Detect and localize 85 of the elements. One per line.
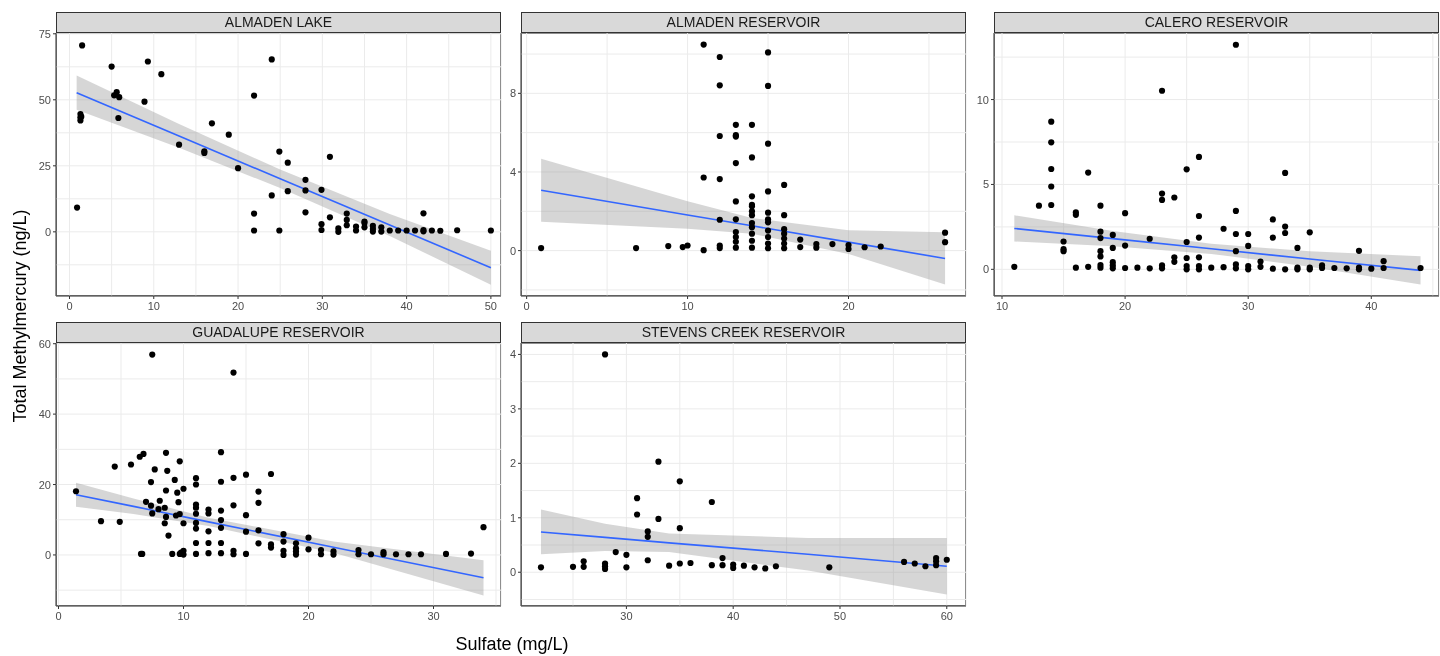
- x-tick-label: 60: [940, 610, 953, 622]
- y-tick-label: 20: [38, 478, 51, 491]
- point: [751, 564, 758, 571]
- x-tick-label: 0: [523, 300, 530, 312]
- x-tick-label: 20: [842, 300, 855, 312]
- point: [633, 495, 641, 502]
- y-tick-label: 0: [44, 548, 51, 561]
- point: [943, 556, 950, 563]
- point: [676, 525, 683, 532]
- point: [933, 562, 940, 569]
- y-tick-label: 3: [509, 402, 516, 415]
- x-tick-label: 40: [1365, 300, 1378, 312]
- y-tick-label: 75: [38, 27, 51, 40]
- point: [666, 562, 673, 569]
- line-series: [540, 189, 946, 260]
- y-tick-label: 8: [509, 87, 516, 100]
- chart-title: GUADALUPE RESERVOIR: [56, 322, 501, 343]
- point: [740, 562, 747, 569]
- x-tick-label: 40: [727, 610, 740, 622]
- x-tick-label: 20: [1118, 300, 1132, 312]
- chart-title: STEVENS CREEK RESERVOIR: [521, 322, 966, 343]
- y-tick-label: 1: [509, 511, 516, 524]
- point: [655, 515, 662, 522]
- x-tick-label: 30: [316, 300, 329, 312]
- point: [772, 563, 779, 570]
- x-tick-label: 0: [55, 610, 62, 622]
- y-tick-label: 10: [976, 93, 989, 106]
- point: [676, 560, 683, 567]
- y-tick-label: 0: [509, 244, 516, 257]
- point: [623, 564, 630, 571]
- point: [900, 558, 908, 565]
- chart-title: ALMADEN LAKE: [56, 12, 501, 33]
- point: [676, 478, 683, 485]
- x-tick-label: 0: [66, 300, 73, 312]
- line-series: [1013, 227, 1422, 272]
- x-axis-title: Sulfate (mg/L): [455, 633, 569, 655]
- line-series: [540, 531, 948, 568]
- x-tick-label: 10: [147, 300, 160, 312]
- point: [762, 565, 769, 572]
- point: [601, 351, 609, 358]
- y-tick-label: 5: [982, 178, 989, 191]
- chart-title: CALERO RESERVOIR: [994, 12, 1439, 33]
- y-tick-label: 25: [38, 159, 51, 172]
- point: [687, 559, 694, 567]
- y-tick-label: 4: [509, 348, 516, 361]
- y-tick-label: 50: [38, 93, 51, 106]
- x-tick-label: 10: [995, 300, 1009, 312]
- point: [644, 533, 651, 540]
- y-tick-label: 4: [509, 165, 516, 178]
- point: [633, 511, 641, 518]
- point: [580, 558, 587, 565]
- y-tick-label: 0: [44, 225, 51, 238]
- line-series: [75, 91, 492, 269]
- x-tick-label: 10: [681, 300, 694, 312]
- x-tick-label: 10: [177, 610, 190, 622]
- point: [708, 562, 715, 569]
- x-tick-label: 30: [620, 610, 633, 622]
- point: [612, 549, 619, 556]
- x-tick-label: 40: [400, 300, 413, 312]
- point: [826, 564, 833, 571]
- point: [644, 528, 651, 535]
- y-tick-label: 0: [509, 566, 516, 579]
- point: [655, 458, 662, 465]
- x-tick-label: 50: [484, 300, 498, 312]
- x-tick-label: 30: [1242, 300, 1255, 312]
- y-axis-title: Total Methylmercury (ng/L): [9, 209, 31, 423]
- x-tick-label: 30: [427, 610, 440, 622]
- point: [922, 563, 929, 570]
- x-tick-label: 50: [833, 610, 847, 622]
- point: [719, 555, 726, 562]
- x-tick-label: 20: [231, 300, 245, 312]
- point: [580, 563, 587, 570]
- y-tick-label: 60: [38, 337, 51, 350]
- chart-title: ALMADEN RESERVOIR: [521, 12, 966, 33]
- point: [719, 562, 726, 569]
- point: [623, 551, 630, 558]
- point: [708, 498, 715, 506]
- point: [911, 560, 918, 567]
- point: [537, 564, 545, 571]
- x-tick-label: 20: [302, 610, 315, 622]
- y-tick-label: 0: [982, 263, 989, 276]
- point: [569, 563, 577, 570]
- y-tick-label: 40: [38, 408, 51, 421]
- point: [644, 557, 651, 564]
- y-tick-label: 2: [509, 457, 516, 470]
